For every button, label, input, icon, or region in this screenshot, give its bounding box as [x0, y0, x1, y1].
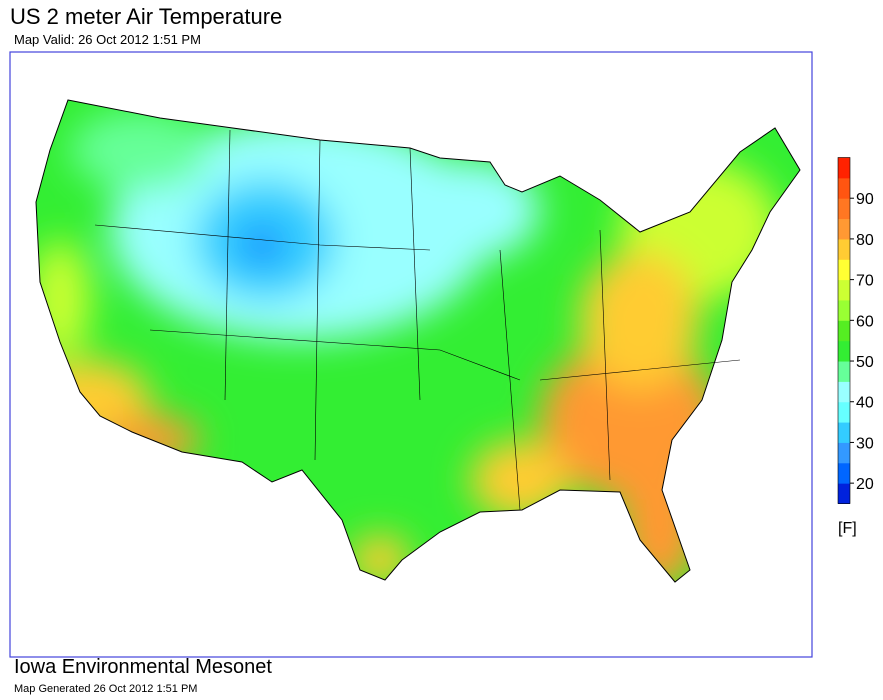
title: US 2 meter Air Temperature: [10, 4, 282, 29]
legend-swatch: [838, 320, 850, 342]
legend-swatch: [838, 238, 850, 260]
legend-tick-label: 70: [856, 273, 874, 290]
legend-swatch: [838, 442, 850, 464]
legend-swatch: [838, 259, 850, 281]
legend-tick-label: 80: [856, 232, 874, 249]
legend-swatch: [838, 361, 850, 382]
map-frame: [9, 51, 813, 658]
legend-tick-label: 40: [856, 395, 874, 412]
legend-tick-label: 20: [856, 476, 874, 493]
footer-source: Iowa Environmental Mesonet: [14, 656, 272, 678]
legend-tick-label: 30: [856, 435, 874, 452]
legend-swatch: [838, 177, 850, 199]
legend-tick-label: 50: [856, 354, 874, 371]
legend-border: [837, 157, 851, 504]
legend-swatch: [838, 381, 850, 403]
legend-swatch: [838, 422, 850, 443]
legend-swatch: [838, 340, 850, 362]
legend-swatch: [838, 401, 850, 423]
legend-swatch: [838, 157, 850, 179]
temperature-field: [36, 100, 800, 582]
legend-swatch: [838, 279, 850, 301]
legend-swatch: [838, 218, 850, 240]
legend-tick-label: 60: [856, 313, 874, 330]
legend-swatch: [838, 299, 850, 321]
legend-swatch: [838, 462, 850, 484]
footer-generated: Map Generated 26 Oct 2012 1:51 PM: [14, 683, 197, 695]
subtitle: Map Valid: 26 Oct 2012 1:51 PM: [14, 32, 201, 47]
legend-swatch: [838, 483, 850, 504]
legend-tick-label: 90: [856, 191, 874, 208]
legend-swatch: [838, 198, 850, 220]
state-lines: [94, 129, 741, 511]
color-legend: 20 30 40 50 60 70 80 90: [837, 157, 874, 504]
legend-unit: [F]: [838, 520, 857, 537]
